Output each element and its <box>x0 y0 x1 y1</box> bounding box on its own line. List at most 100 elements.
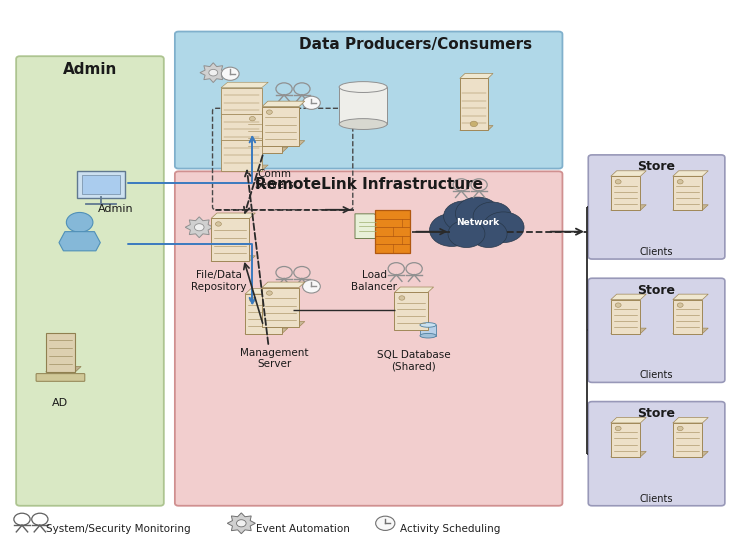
Polygon shape <box>200 63 227 83</box>
Circle shape <box>430 214 473 246</box>
Polygon shape <box>46 366 81 372</box>
FancyBboxPatch shape <box>611 300 640 333</box>
FancyBboxPatch shape <box>460 78 488 131</box>
Circle shape <box>470 121 477 127</box>
Circle shape <box>267 110 272 114</box>
Polygon shape <box>221 165 268 170</box>
Text: System/Security Monitoring: System/Security Monitoring <box>46 525 190 534</box>
Polygon shape <box>355 214 383 239</box>
FancyBboxPatch shape <box>211 219 250 261</box>
FancyBboxPatch shape <box>16 56 164 506</box>
Circle shape <box>302 280 320 293</box>
Circle shape <box>677 180 683 184</box>
FancyBboxPatch shape <box>82 175 120 194</box>
Circle shape <box>222 67 239 80</box>
Polygon shape <box>611 418 646 423</box>
Ellipse shape <box>420 323 436 327</box>
FancyBboxPatch shape <box>46 332 75 372</box>
Polygon shape <box>673 418 708 423</box>
FancyBboxPatch shape <box>611 423 640 457</box>
Circle shape <box>267 291 272 295</box>
Polygon shape <box>245 328 288 333</box>
FancyBboxPatch shape <box>262 107 299 146</box>
Text: Admin: Admin <box>63 62 117 77</box>
FancyBboxPatch shape <box>36 374 84 381</box>
Polygon shape <box>245 108 288 113</box>
FancyBboxPatch shape <box>245 294 282 333</box>
Polygon shape <box>59 231 100 251</box>
Text: Admin: Admin <box>98 204 133 214</box>
Text: Load
Balancer: Load Balancer <box>351 270 397 291</box>
FancyBboxPatch shape <box>394 293 428 330</box>
Polygon shape <box>245 289 288 294</box>
Polygon shape <box>211 213 256 219</box>
Text: Event Automation: Event Automation <box>256 525 350 534</box>
Text: Activity Scheduling: Activity Scheduling <box>400 525 500 534</box>
Polygon shape <box>611 294 646 300</box>
Polygon shape <box>611 451 646 457</box>
Polygon shape <box>262 282 305 288</box>
Circle shape <box>67 213 93 232</box>
Polygon shape <box>611 205 646 210</box>
Text: Network: Network <box>456 218 499 228</box>
Text: SQL Database
(Shared): SQL Database (Shared) <box>376 349 450 371</box>
FancyBboxPatch shape <box>588 155 725 259</box>
Circle shape <box>615 426 621 431</box>
Polygon shape <box>221 82 268 88</box>
FancyBboxPatch shape <box>221 114 262 144</box>
Polygon shape <box>211 256 256 261</box>
Polygon shape <box>221 139 268 144</box>
Circle shape <box>209 69 218 76</box>
FancyBboxPatch shape <box>245 113 282 153</box>
FancyBboxPatch shape <box>673 423 702 457</box>
Text: Data Producers/Consumers: Data Producers/Consumers <box>299 37 532 52</box>
Circle shape <box>216 222 222 226</box>
Text: RemoteLink Infrastructure: RemoteLink Infrastructure <box>255 177 482 192</box>
FancyBboxPatch shape <box>175 31 562 169</box>
FancyBboxPatch shape <box>339 87 387 124</box>
Text: Comm
Servers: Comm Servers <box>255 169 294 190</box>
Text: Management
Server: Management Server <box>240 348 309 370</box>
FancyBboxPatch shape <box>611 176 640 210</box>
Circle shape <box>250 116 256 121</box>
Circle shape <box>250 298 256 302</box>
Polygon shape <box>673 171 708 176</box>
Circle shape <box>470 220 507 247</box>
FancyBboxPatch shape <box>673 176 702 210</box>
Polygon shape <box>221 135 268 141</box>
Circle shape <box>444 201 485 231</box>
Circle shape <box>677 426 683 431</box>
Polygon shape <box>460 73 493 78</box>
Circle shape <box>615 303 621 307</box>
Text: Clients: Clients <box>639 494 674 504</box>
Circle shape <box>236 520 246 527</box>
Circle shape <box>376 516 395 531</box>
Circle shape <box>399 296 405 300</box>
FancyBboxPatch shape <box>375 210 411 253</box>
FancyBboxPatch shape <box>175 171 562 506</box>
Text: File/Data
Repository: File/Data Repository <box>191 270 247 291</box>
Polygon shape <box>673 328 708 333</box>
Text: Store: Store <box>637 284 676 297</box>
Polygon shape <box>262 322 305 327</box>
FancyBboxPatch shape <box>221 88 262 118</box>
Text: AD: AD <box>53 398 68 408</box>
Polygon shape <box>611 171 646 176</box>
Text: Clients: Clients <box>639 370 674 380</box>
Ellipse shape <box>339 118 387 129</box>
Circle shape <box>482 212 524 242</box>
Text: Store: Store <box>637 160 676 174</box>
Ellipse shape <box>420 333 436 338</box>
Polygon shape <box>394 287 433 293</box>
Circle shape <box>473 202 511 230</box>
FancyBboxPatch shape <box>588 278 725 382</box>
Polygon shape <box>460 126 493 131</box>
Polygon shape <box>185 217 213 237</box>
FancyBboxPatch shape <box>588 402 725 506</box>
Text: Clients: Clients <box>639 247 674 257</box>
FancyBboxPatch shape <box>262 288 299 327</box>
Polygon shape <box>394 325 433 330</box>
Circle shape <box>448 220 485 247</box>
Text: Store: Store <box>637 407 676 420</box>
Circle shape <box>302 96 320 110</box>
